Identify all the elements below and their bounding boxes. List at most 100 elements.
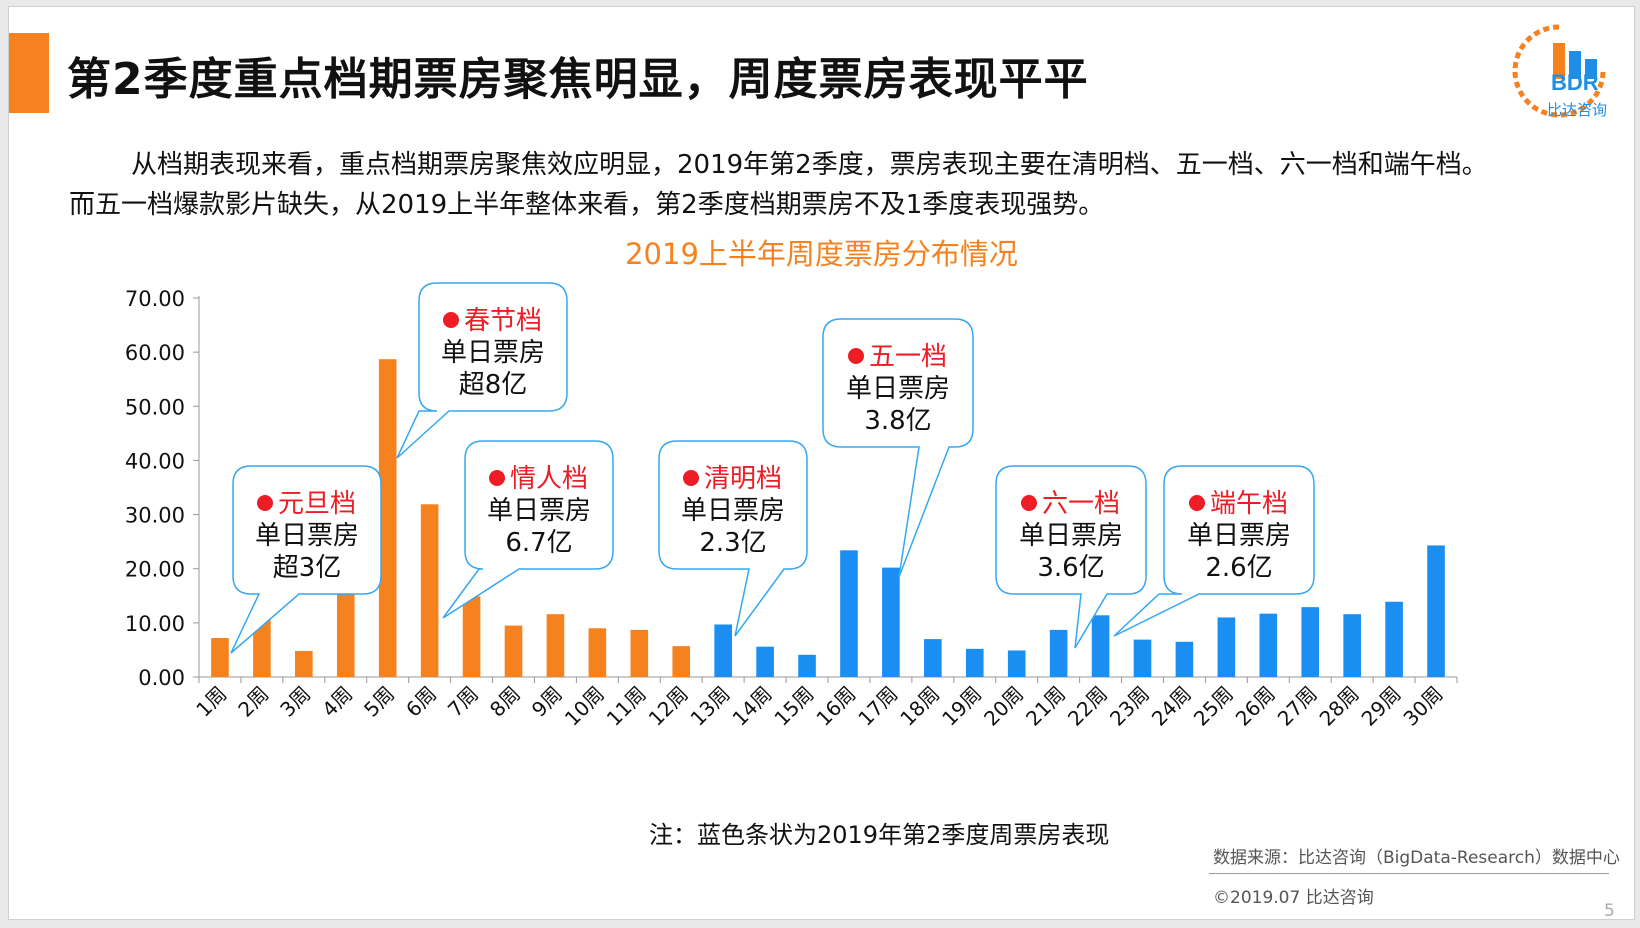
bar-3周 <box>295 651 313 677</box>
callout-value: 2.6亿 <box>1205 553 1272 583</box>
red-dot-icon <box>257 495 273 511</box>
callout-label: 单日票房 <box>1019 521 1123 551</box>
bar-24周 <box>1175 641 1194 677</box>
data-source: 数据来源：比达咨询（BigData-Research）数据中心 <box>1213 848 1620 868</box>
bar-29周 <box>1385 601 1403 677</box>
red-dot-icon <box>683 470 699 486</box>
intro-line-1: 从档期表现来看，重点档期票房聚焦效应明显，2019年第2季度，票房表现主要在清明… <box>131 150 1488 180</box>
bdr-logo-icon <box>1512 24 1606 118</box>
callout-value: 超8亿 <box>459 370 528 400</box>
callout-bubble <box>396 282 568 459</box>
bar-11周 <box>630 629 649 677</box>
x-tick-label: 12周 <box>644 682 693 731</box>
x-tick-label: 22周 <box>1063 682 1112 731</box>
bar-28周 <box>1343 614 1361 677</box>
red-dot-icon <box>443 312 459 328</box>
red-dot-icon <box>1189 495 1205 511</box>
callout-bubble <box>1113 465 1315 637</box>
x-tick-label: 8周 <box>485 682 525 722</box>
x-tick-label: 14周 <box>728 682 777 731</box>
bar-1周 <box>211 638 229 677</box>
x-tick-label: 15周 <box>769 682 818 731</box>
y-tick-label: 20.00 <box>125 558 185 582</box>
copyright: ©2019.07 比达咨询 <box>1213 888 1374 908</box>
x-tick-label: 20周 <box>979 682 1028 731</box>
x-tick-label: 6周 <box>401 682 441 722</box>
bar-30周 <box>1427 545 1445 677</box>
x-tick-label: 3周 <box>275 682 315 722</box>
y-tick-label: 50.00 <box>125 395 185 419</box>
slide: 第2季度重点档期票房聚焦明显，周度票房表现平平 BDR 比达咨询 从档期表现来看… <box>8 6 1635 921</box>
callout-holiday: 元旦档 <box>278 489 356 519</box>
bar-2周 <box>253 617 271 677</box>
x-tick-label: 25周 <box>1189 682 1238 731</box>
red-dot-icon <box>1021 495 1037 511</box>
footer-divider <box>1209 873 1609 874</box>
bar-7周 <box>462 596 481 677</box>
logo-text: BDR <box>1551 70 1599 95</box>
x-tick-label: 29周 <box>1357 682 1406 731</box>
bar-9周 <box>546 614 565 677</box>
x-tick-label: 7周 <box>443 682 483 722</box>
callout-holiday: 春节档 <box>464 306 542 336</box>
bar-8周 <box>504 625 523 677</box>
bar-12周 <box>672 646 691 677</box>
y-tick-label: 10.00 <box>125 612 185 636</box>
chart-title: 2019上半年周度票房分布情况 <box>625 237 1018 271</box>
callout-label: 单日票房 <box>681 496 785 526</box>
callout-bubble <box>658 440 808 637</box>
x-tick-label: 24周 <box>1147 682 1196 731</box>
title-accent-bar <box>9 33 49 113</box>
y-tick-label: 0.00 <box>138 666 185 690</box>
callout-label: 单日票房 <box>441 338 545 368</box>
bar-21周 <box>1049 629 1068 677</box>
x-tick-label: 27周 <box>1273 682 1322 731</box>
callout-bubble <box>995 465 1147 649</box>
bar-5周 <box>378 359 397 677</box>
bar-6周 <box>420 504 439 677</box>
callout-holiday: 五一档 <box>869 342 947 372</box>
callout-holiday: 端午档 <box>1210 489 1288 519</box>
page-title: 第2季度重点档期票房聚焦明显，周度票房表现平平 <box>67 54 1089 105</box>
x-tick-label: 10周 <box>560 682 609 731</box>
x-tick-label: 28周 <box>1315 682 1364 731</box>
bar-22周 <box>1091 615 1110 677</box>
y-tick-label: 70.00 <box>125 287 185 311</box>
callout-label: 单日票房 <box>1187 521 1291 551</box>
x-tick-label: 11周 <box>602 682 651 731</box>
bar-10周 <box>588 628 607 677</box>
bar-23周 <box>1133 639 1152 677</box>
bar-25周 <box>1217 617 1236 677</box>
x-tick-label: 4周 <box>317 682 357 722</box>
callout-value: 3.8亿 <box>864 406 931 436</box>
callout-bubble <box>442 440 614 619</box>
x-tick-label: 18周 <box>895 682 944 731</box>
chart-note: 注：蓝色条状为2019年第2季度周票房表现 <box>649 821 1110 849</box>
callout-value: 超3亿 <box>273 553 342 583</box>
bar-16周 <box>840 550 858 677</box>
x-tick-label: 17周 <box>853 682 902 731</box>
x-tick-label: 16周 <box>811 682 860 731</box>
callout-value: 6.7亿 <box>505 528 572 558</box>
bar-26周 <box>1259 613 1278 677</box>
x-tick-label: 1周 <box>191 682 231 722</box>
bar-14周 <box>756 646 774 677</box>
bar-19周 <box>965 648 984 677</box>
bar-17周 <box>882 567 900 677</box>
bar-15周 <box>798 654 816 677</box>
callout-holiday: 情人档 <box>510 464 588 494</box>
page-number: 5 <box>1604 901 1615 921</box>
intro-line-2: 而五一档爆款影片缺失，从2019上半年整体来看，第2季度档期票房不及1季度表现强… <box>69 190 1105 220</box>
x-tick-label: 26周 <box>1231 682 1280 731</box>
x-tick-label: 13周 <box>686 682 735 731</box>
x-tick-label: 30周 <box>1398 682 1447 731</box>
y-tick-label: 60.00 <box>125 341 185 365</box>
red-dot-icon <box>489 470 505 486</box>
x-tick-label: 21周 <box>1021 682 1070 731</box>
callout-holiday: 六一档 <box>1042 489 1120 519</box>
callout-bubble <box>822 318 974 578</box>
callout-label: 单日票房 <box>255 521 359 551</box>
bar-20周 <box>1007 650 1026 677</box>
x-tick-label: 19周 <box>937 682 986 731</box>
callout-holiday: 清明档 <box>704 464 782 494</box>
